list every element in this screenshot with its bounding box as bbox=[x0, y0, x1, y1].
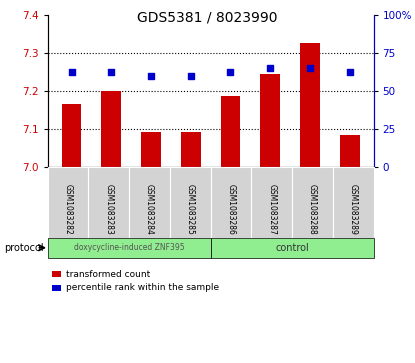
Point bbox=[188, 73, 194, 78]
Bar bbox=[62, 104, 81, 167]
Text: transformed count: transformed count bbox=[66, 270, 150, 278]
Text: GDS5381 / 8023990: GDS5381 / 8023990 bbox=[137, 11, 278, 25]
Text: GSM1083282: GSM1083282 bbox=[63, 184, 73, 235]
Point bbox=[267, 65, 273, 71]
Bar bbox=[101, 91, 121, 167]
Text: GSM1083283: GSM1083283 bbox=[104, 184, 113, 235]
Bar bbox=[260, 74, 280, 167]
Text: GSM1083289: GSM1083289 bbox=[349, 184, 358, 235]
Text: percentile rank within the sample: percentile rank within the sample bbox=[66, 284, 219, 292]
Bar bbox=[220, 97, 240, 167]
Point bbox=[108, 70, 115, 76]
Point bbox=[347, 70, 353, 76]
Bar bbox=[340, 135, 359, 167]
Text: control: control bbox=[275, 243, 309, 253]
Point bbox=[68, 70, 75, 76]
Bar bbox=[300, 43, 320, 167]
Point bbox=[227, 70, 234, 76]
Text: GSM1083286: GSM1083286 bbox=[227, 184, 235, 235]
Point bbox=[148, 73, 154, 78]
Text: protocol: protocol bbox=[4, 243, 44, 253]
Text: GSM1083287: GSM1083287 bbox=[267, 184, 276, 235]
Text: GSM1083288: GSM1083288 bbox=[308, 184, 317, 235]
Point bbox=[307, 65, 313, 71]
Text: doxycycline-induced ZNF395: doxycycline-induced ZNF395 bbox=[74, 243, 185, 252]
Bar bbox=[141, 131, 161, 167]
Bar bbox=[181, 131, 201, 167]
Text: GSM1083284: GSM1083284 bbox=[145, 184, 154, 235]
Text: GSM1083285: GSM1083285 bbox=[186, 184, 195, 235]
